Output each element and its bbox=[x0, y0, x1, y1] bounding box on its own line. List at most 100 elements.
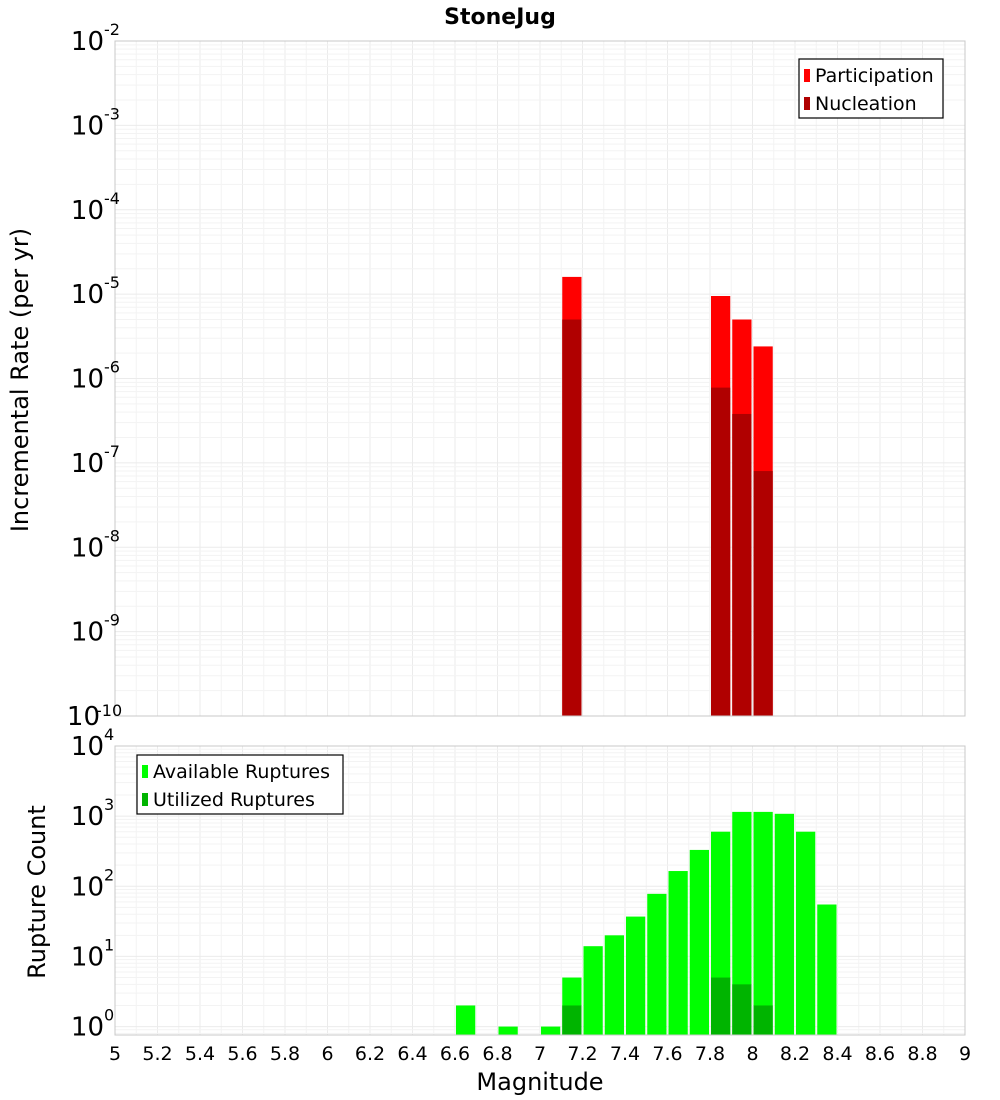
top-y-axis-label: Incremental Rate (per yr) bbox=[6, 228, 34, 532]
rate-y-tick: 10-10 bbox=[67, 701, 122, 732]
y-tick-base: 10 bbox=[71, 1013, 104, 1043]
x-tick-label: 8.8 bbox=[907, 1043, 937, 1065]
count-bar-utilized-ruptures bbox=[562, 1005, 582, 1035]
x-tick-label: 7.4 bbox=[610, 1043, 640, 1065]
count-y-tick: 10 4 bbox=[71, 725, 114, 762]
y-tick-base: 10 bbox=[71, 111, 104, 141]
y-tick-exponent: -2 bbox=[104, 20, 120, 39]
legend-frame bbox=[136, 754, 344, 815]
y-tick-base: 10 bbox=[71, 533, 104, 563]
y-tick-exponent: -5 bbox=[104, 273, 120, 292]
legend-entry: Available Ruptures bbox=[153, 761, 330, 783]
count-bar-available-ruptures bbox=[498, 1026, 518, 1035]
x-tick-label: 7.8 bbox=[695, 1043, 725, 1065]
legend-swatch bbox=[142, 793, 148, 806]
rate-y-tick: 10 -4 bbox=[71, 189, 120, 226]
bottom-legend: Available Ruptures Utilized Ruptures bbox=[136, 754, 344, 815]
x-tick-label: 9 bbox=[959, 1043, 971, 1065]
count-bar-utilized-ruptures bbox=[753, 1005, 773, 1035]
y-tick-exponent: 1 bbox=[104, 935, 114, 954]
count-bar-available-ruptures bbox=[753, 811, 773, 1035]
count-bar-available-ruptures bbox=[626, 916, 646, 1035]
y-tick-exponent: -7 bbox=[104, 442, 120, 461]
x-axis-label: Magnitude bbox=[476, 1068, 603, 1096]
x-tick-label: 8 bbox=[746, 1043, 758, 1065]
y-tick-exponent: -8 bbox=[104, 526, 120, 545]
rate-y-tick: 10 -9 bbox=[71, 611, 120, 648]
y-tick-exponent: 3 bbox=[104, 795, 114, 814]
y-tick-exponent: -9 bbox=[104, 611, 120, 630]
count-bar-available-ruptures bbox=[647, 893, 667, 1035]
x-tick-label: 8.4 bbox=[822, 1043, 852, 1065]
y-tick-base: 10 bbox=[71, 942, 104, 972]
y-tick-base: 10 bbox=[71, 365, 104, 395]
y-tick-base: 10 bbox=[71, 27, 104, 57]
top-legend: Participation Nucleation bbox=[798, 58, 944, 119]
count-bar-available-ruptures bbox=[689, 849, 709, 1035]
legend-swatch bbox=[142, 765, 148, 778]
rate-bar-nucleation bbox=[711, 387, 731, 716]
rate-y-tick: 10 -3 bbox=[71, 104, 120, 141]
x-axis-ticks: 5 5.2 5.4 5.6 5.8 6 6.2 6.4 6.6 6.8 7 7.2 7.4 7.6 7.8 8… bbox=[109, 1043, 971, 1065]
legend-entry: Nucleation bbox=[815, 93, 917, 115]
chart-title: StoneJug bbox=[444, 5, 556, 30]
rate-y-tick: 10 -2 bbox=[71, 20, 120, 57]
top-plot-frame bbox=[114, 40, 966, 717]
y-tick-exponent: 2 bbox=[104, 865, 114, 884]
count-y-tick: 10 1 bbox=[71, 935, 114, 972]
count-y-tick: 10 2 bbox=[71, 865, 114, 902]
x-tick-label: 8.6 bbox=[865, 1043, 895, 1065]
rate-y-tick: 10 -8 bbox=[71, 526, 120, 563]
count-y-tick: 10 3 bbox=[71, 795, 114, 832]
y-tick-base: 10 bbox=[71, 732, 104, 762]
x-tick-label: 6.2 bbox=[355, 1043, 385, 1065]
legend-swatch bbox=[804, 97, 810, 110]
legend-frame bbox=[798, 58, 944, 119]
bottom-plot-bars bbox=[456, 811, 837, 1035]
y-tick-base: 10 bbox=[71, 449, 104, 479]
x-tick-label: 6 bbox=[321, 1043, 333, 1065]
count-bar-available-ruptures bbox=[541, 1026, 561, 1035]
x-tick-label: 6.8 bbox=[482, 1043, 512, 1065]
x-tick-label: 7.6 bbox=[652, 1043, 682, 1065]
legend-entry: Participation bbox=[815, 65, 934, 87]
count-y-tick: 10 0 bbox=[71, 1006, 114, 1043]
x-tick-label: 5.4 bbox=[185, 1043, 215, 1065]
y-tick-base: 10 bbox=[71, 280, 104, 310]
bottom-y-axis-label: Rupture Count bbox=[23, 805, 51, 979]
x-tick-label: 6.6 bbox=[440, 1043, 470, 1065]
y-tick-exponent: 0 bbox=[104, 1006, 114, 1025]
legend-swatch bbox=[804, 69, 810, 82]
count-bar-utilized-ruptures bbox=[711, 977, 731, 1035]
bottom-plot-frame bbox=[114, 745, 966, 1036]
x-tick-label: 6.4 bbox=[397, 1043, 427, 1065]
count-bar-available-ruptures bbox=[583, 946, 603, 1035]
x-tick-label: 5 bbox=[109, 1043, 121, 1065]
y-tick-exponent: 4 bbox=[104, 725, 114, 744]
count-bar-available-ruptures bbox=[732, 811, 752, 1035]
count-bar-available-ruptures bbox=[796, 831, 816, 1035]
count-bar-available-ruptures bbox=[817, 904, 837, 1035]
count-bar-available-ruptures bbox=[774, 813, 794, 1035]
top-plot-grid bbox=[114, 41, 966, 717]
rate-y-tick: 10 -5 bbox=[71, 273, 120, 310]
y-tick-base: 10 bbox=[71, 872, 104, 902]
rate-bar-nucleation bbox=[562, 319, 582, 716]
count-bar-available-ruptures bbox=[668, 871, 688, 1035]
top-plot-bars bbox=[562, 276, 773, 716]
count-bar-available-ruptures bbox=[456, 1005, 476, 1035]
y-tick-base: 10 bbox=[67, 702, 100, 732]
x-tick-label: 5.2 bbox=[142, 1043, 172, 1065]
y-tick-base: 10 bbox=[71, 618, 104, 648]
x-tick-label: 7 bbox=[534, 1043, 546, 1065]
y-tick-exponent: -3 bbox=[104, 104, 120, 123]
x-tick-label: 8.2 bbox=[780, 1043, 810, 1065]
y-tick-exponent: -10 bbox=[96, 701, 122, 720]
rate-bar-nucleation bbox=[732, 413, 752, 716]
count-bar-available-ruptures bbox=[604, 935, 624, 1035]
rate-y-tick: 10 -6 bbox=[71, 358, 120, 395]
